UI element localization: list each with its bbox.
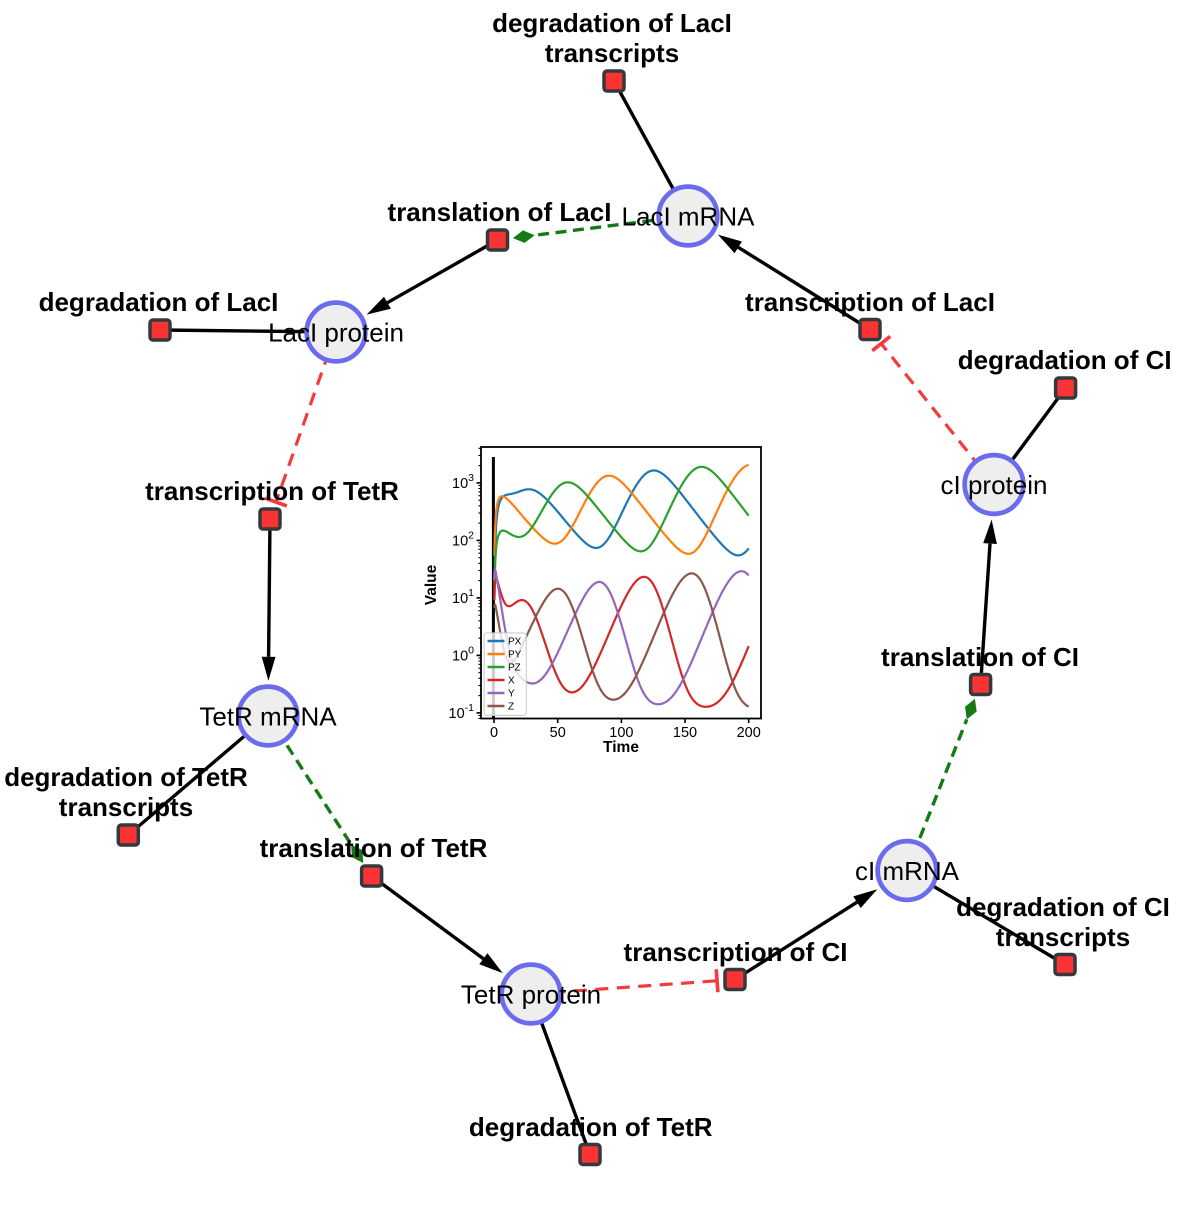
- svg-text:200: 200: [737, 725, 761, 741]
- svg-text:translation of TetR: translation of TetR: [260, 833, 488, 863]
- svg-text:0: 0: [490, 725, 498, 741]
- svg-text:PX: PX: [508, 637, 522, 648]
- svg-text:150: 150: [673, 725, 697, 741]
- svg-text:Time: Time: [603, 739, 639, 756]
- svg-text:transcripts: transcripts: [59, 792, 193, 822]
- svg-text:X: X: [508, 676, 515, 687]
- svg-text:transcription of CI: transcription of CI: [624, 937, 848, 967]
- svg-text:cI protein: cI protein: [941, 470, 1048, 500]
- svg-text:LacI mRNA: LacI mRNA: [622, 202, 756, 232]
- svg-text:cI mRNA: cI mRNA: [855, 856, 960, 886]
- svg-text:TetR mRNA: TetR mRNA: [199, 702, 337, 732]
- svg-text:LacI protein: LacI protein: [268, 318, 404, 348]
- svg-text:50: 50: [550, 725, 566, 741]
- svg-text:TetR protein: TetR protein: [461, 980, 601, 1010]
- svg-text:degradation of TetR: degradation of TetR: [469, 1112, 713, 1142]
- svg-text:transcripts: transcripts: [996, 922, 1130, 952]
- svg-text:degradation of CI: degradation of CI: [958, 345, 1172, 375]
- svg-text:Value: Value: [423, 564, 440, 605]
- svg-text:transcription of LacI: transcription of LacI: [745, 287, 995, 317]
- svg-text:100: 100: [609, 725, 633, 741]
- svg-text:degradation of LacI: degradation of LacI: [39, 287, 279, 317]
- svg-text:degradation of LacI: degradation of LacI: [492, 8, 732, 38]
- svg-text:transcripts: transcripts: [545, 38, 679, 68]
- svg-text:degradation of TetR: degradation of TetR: [4, 762, 248, 792]
- svg-text:degradation of CI: degradation of CI: [956, 892, 1170, 922]
- svg-text:PY: PY: [508, 650, 522, 661]
- svg-text:translation of LacI: translation of LacI: [388, 197, 612, 227]
- svg-text:translation of CI: translation of CI: [881, 642, 1079, 672]
- svg-text:Z: Z: [508, 702, 514, 713]
- svg-text:transcription of TetR: transcription of TetR: [145, 476, 399, 506]
- svg-text:Y: Y: [508, 689, 515, 700]
- svg-text:PZ: PZ: [508, 663, 521, 674]
